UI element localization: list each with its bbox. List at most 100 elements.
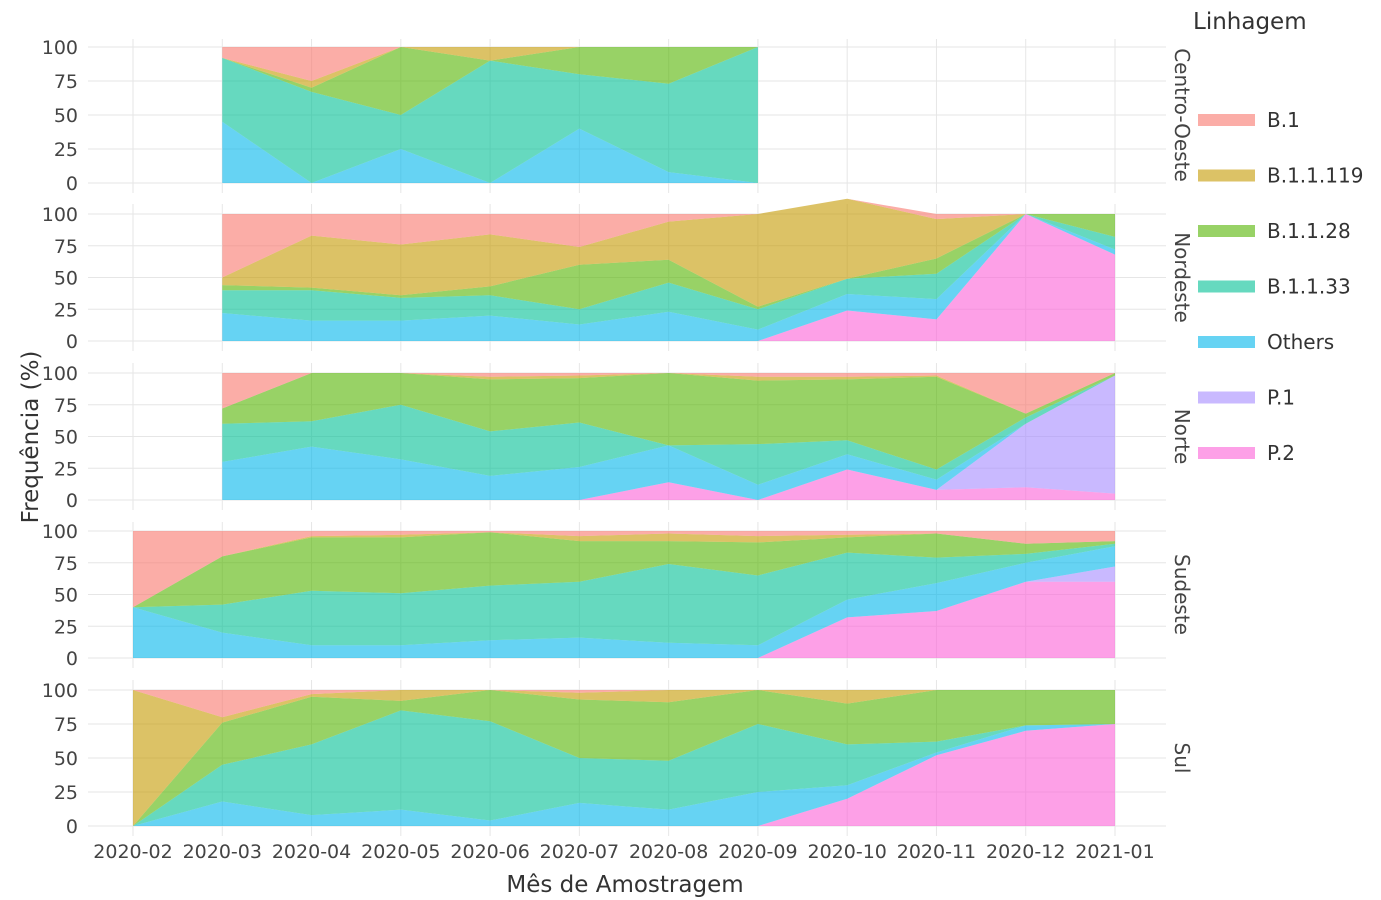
legend-item-b-1: B.1 [1198, 108, 1300, 132]
y-tick-label: 0 [66, 490, 78, 512]
area-sudeste-b-1 [133, 531, 1115, 608]
legend-label: B.1.1.28 [1267, 219, 1351, 243]
y-tick-label: 50 [54, 585, 78, 607]
legend-item-others: Others [1198, 330, 1334, 354]
y-tick-label: 25 [54, 782, 78, 804]
y-tick-label: 0 [66, 331, 78, 353]
area-sudeste-others [133, 546, 1115, 658]
x-axis: 2020-02 2020-03 2020-04 2020-05 2020-06 2020-… [93, 841, 1154, 863]
x-tick-label: 2020-08 [629, 841, 708, 863]
x-tick-label: 2020-05 [361, 841, 440, 863]
legend-swatch [1198, 336, 1255, 348]
legend-label: B.1.1.119 [1267, 164, 1363, 188]
area-sul-b-1-1-33 [133, 710, 1115, 826]
x-tick-label: 2020-09 [718, 841, 797, 863]
y-tick-labels: 0 25 50 75 100 [42, 680, 78, 838]
y-tick-labels: 0 25 50 75 100 [42, 363, 78, 512]
legend-item-b-1-1-33: B.1.1.33 [1198, 275, 1351, 299]
area-nordeste-b-1-1-33 [222, 214, 1115, 330]
area-centro-oeste-b-1-1-119 [222, 47, 758, 88]
area-sul-p-2 [133, 724, 1115, 826]
area-sul-others [133, 724, 1115, 826]
area-sudeste-b-1-1-33 [133, 543, 1115, 646]
area-centro-oeste-b-1-1-28 [222, 47, 758, 115]
y-tick-label: 50 [54, 268, 78, 290]
legend-item-p-1: P.1 [1198, 386, 1295, 410]
y-tick-label: 50 [54, 105, 78, 127]
y-tick-label: 100 [42, 204, 78, 226]
y-axis-title: Frequência (%) [18, 351, 44, 524]
y-tick-labels: 0 25 50 75 100 [42, 204, 78, 353]
panel-areas [133, 690, 1115, 826]
area-centro-oeste-others [222, 121, 758, 183]
x-tick-label: 2020-04 [272, 841, 351, 863]
area-norte-b-1-1-33 [222, 375, 1115, 485]
area-sudeste-b-1-1-28 [133, 532, 1115, 608]
y-tick-label: 100 [42, 37, 78, 59]
legend-label: B.1.1.33 [1267, 275, 1351, 299]
legend: Linhagem B.1 B.1.1.119 B.1.1.28 B.1.1.33 Oth… [1193, 9, 1363, 465]
x-tick-label: 2020-02 [93, 841, 172, 863]
legend-swatch [1198, 114, 1255, 126]
y-tick-label: 25 [54, 139, 78, 161]
y-tick-label: 100 [42, 521, 78, 543]
y-tick-label: 25 [54, 299, 78, 321]
y-tick-label: 100 [42, 363, 78, 385]
legend-swatch [1198, 391, 1255, 404]
area-sul-b-1-1-28 [133, 690, 1115, 826]
panels: 0 25 50 75 100 Centro-Oeste 0 25 50 75 100 Nordeste… [42, 37, 1194, 838]
x-tick-label: 2020-06 [450, 841, 529, 863]
facet-label-sudeste: Sudeste [1170, 554, 1194, 635]
y-tick-label: 25 [54, 616, 78, 638]
panel-norte: 0 25 50 75 100 Norte [42, 363, 1194, 512]
legend-label: Others [1267, 330, 1334, 354]
area-nordeste-b-1-1-28 [222, 214, 1115, 310]
facet-label-centro-oeste: Centro-Oeste [1170, 48, 1194, 182]
x-tick-label: 2021-01 [1075, 841, 1154, 863]
x-axis-title: Mês de Amostragem [506, 872, 743, 898]
facet-label-nordeste: Nordeste [1170, 232, 1194, 323]
legend-title: Linhagem [1193, 9, 1307, 35]
facet-label-sul: Sul [1170, 743, 1194, 774]
legend-item-b-1-1-28: B.1.1.28 [1198, 219, 1351, 243]
x-tick-label: 2020-11 [897, 841, 976, 863]
y-tick-label: 75 [54, 236, 78, 258]
panel-nordeste: 0 25 50 75 100 Nordeste [42, 198, 1194, 353]
y-tick-label: 50 [54, 748, 78, 770]
y-tick-label: 75 [54, 71, 78, 93]
panel-sudeste: 0 25 50 75 100 Sudeste [42, 521, 1194, 670]
area-norte-b-1-1-28 [222, 373, 1115, 470]
y-tick-label: 75 [54, 714, 78, 736]
area-norte-p-2 [222, 469, 1115, 500]
area-nordeste-b-1 [222, 198, 1115, 278]
legend-item-b-1-1-119: B.1.1.119 [1198, 164, 1363, 188]
y-tick-label: 75 [54, 553, 78, 575]
area-nordeste-others [222, 214, 1115, 341]
area-nordeste-p-2 [222, 214, 1115, 341]
legend-swatch [1198, 280, 1255, 293]
y-tick-label: 25 [54, 458, 78, 480]
x-tick-label: 2020-03 [183, 841, 262, 863]
y-tick-label: 0 [66, 648, 78, 670]
panel-centro-oeste: 0 25 50 75 100 Centro-Oeste [42, 37, 1194, 195]
panel-areas [222, 373, 1115, 500]
panel-areas [222, 198, 1115, 341]
panel-areas [222, 47, 758, 183]
area-norte-others [222, 375, 1115, 500]
panel-areas [133, 531, 1115, 658]
legend-item-p-2: P.2 [1198, 441, 1295, 465]
area-norte-b-1 [222, 373, 1115, 414]
area-nordeste-b-1-1-119 [222, 198, 1115, 307]
legend-label: B.1 [1267, 108, 1300, 132]
y-tick-labels: 0 25 50 75 100 [42, 521, 78, 670]
legend-swatch [1198, 447, 1255, 459]
area-sul-b-1 [133, 690, 1115, 718]
panel-sul: 0 25 50 75 100 Sul [42, 680, 1194, 838]
y-tick-label: 50 [54, 427, 78, 449]
facet-label-norte: Norte [1170, 409, 1194, 465]
y-tick-label: 0 [66, 816, 78, 838]
y-tick-labels: 0 25 50 75 100 [42, 37, 78, 195]
area-centro-oeste-b-1 [222, 47, 758, 81]
y-tick-label: 0 [66, 173, 78, 195]
